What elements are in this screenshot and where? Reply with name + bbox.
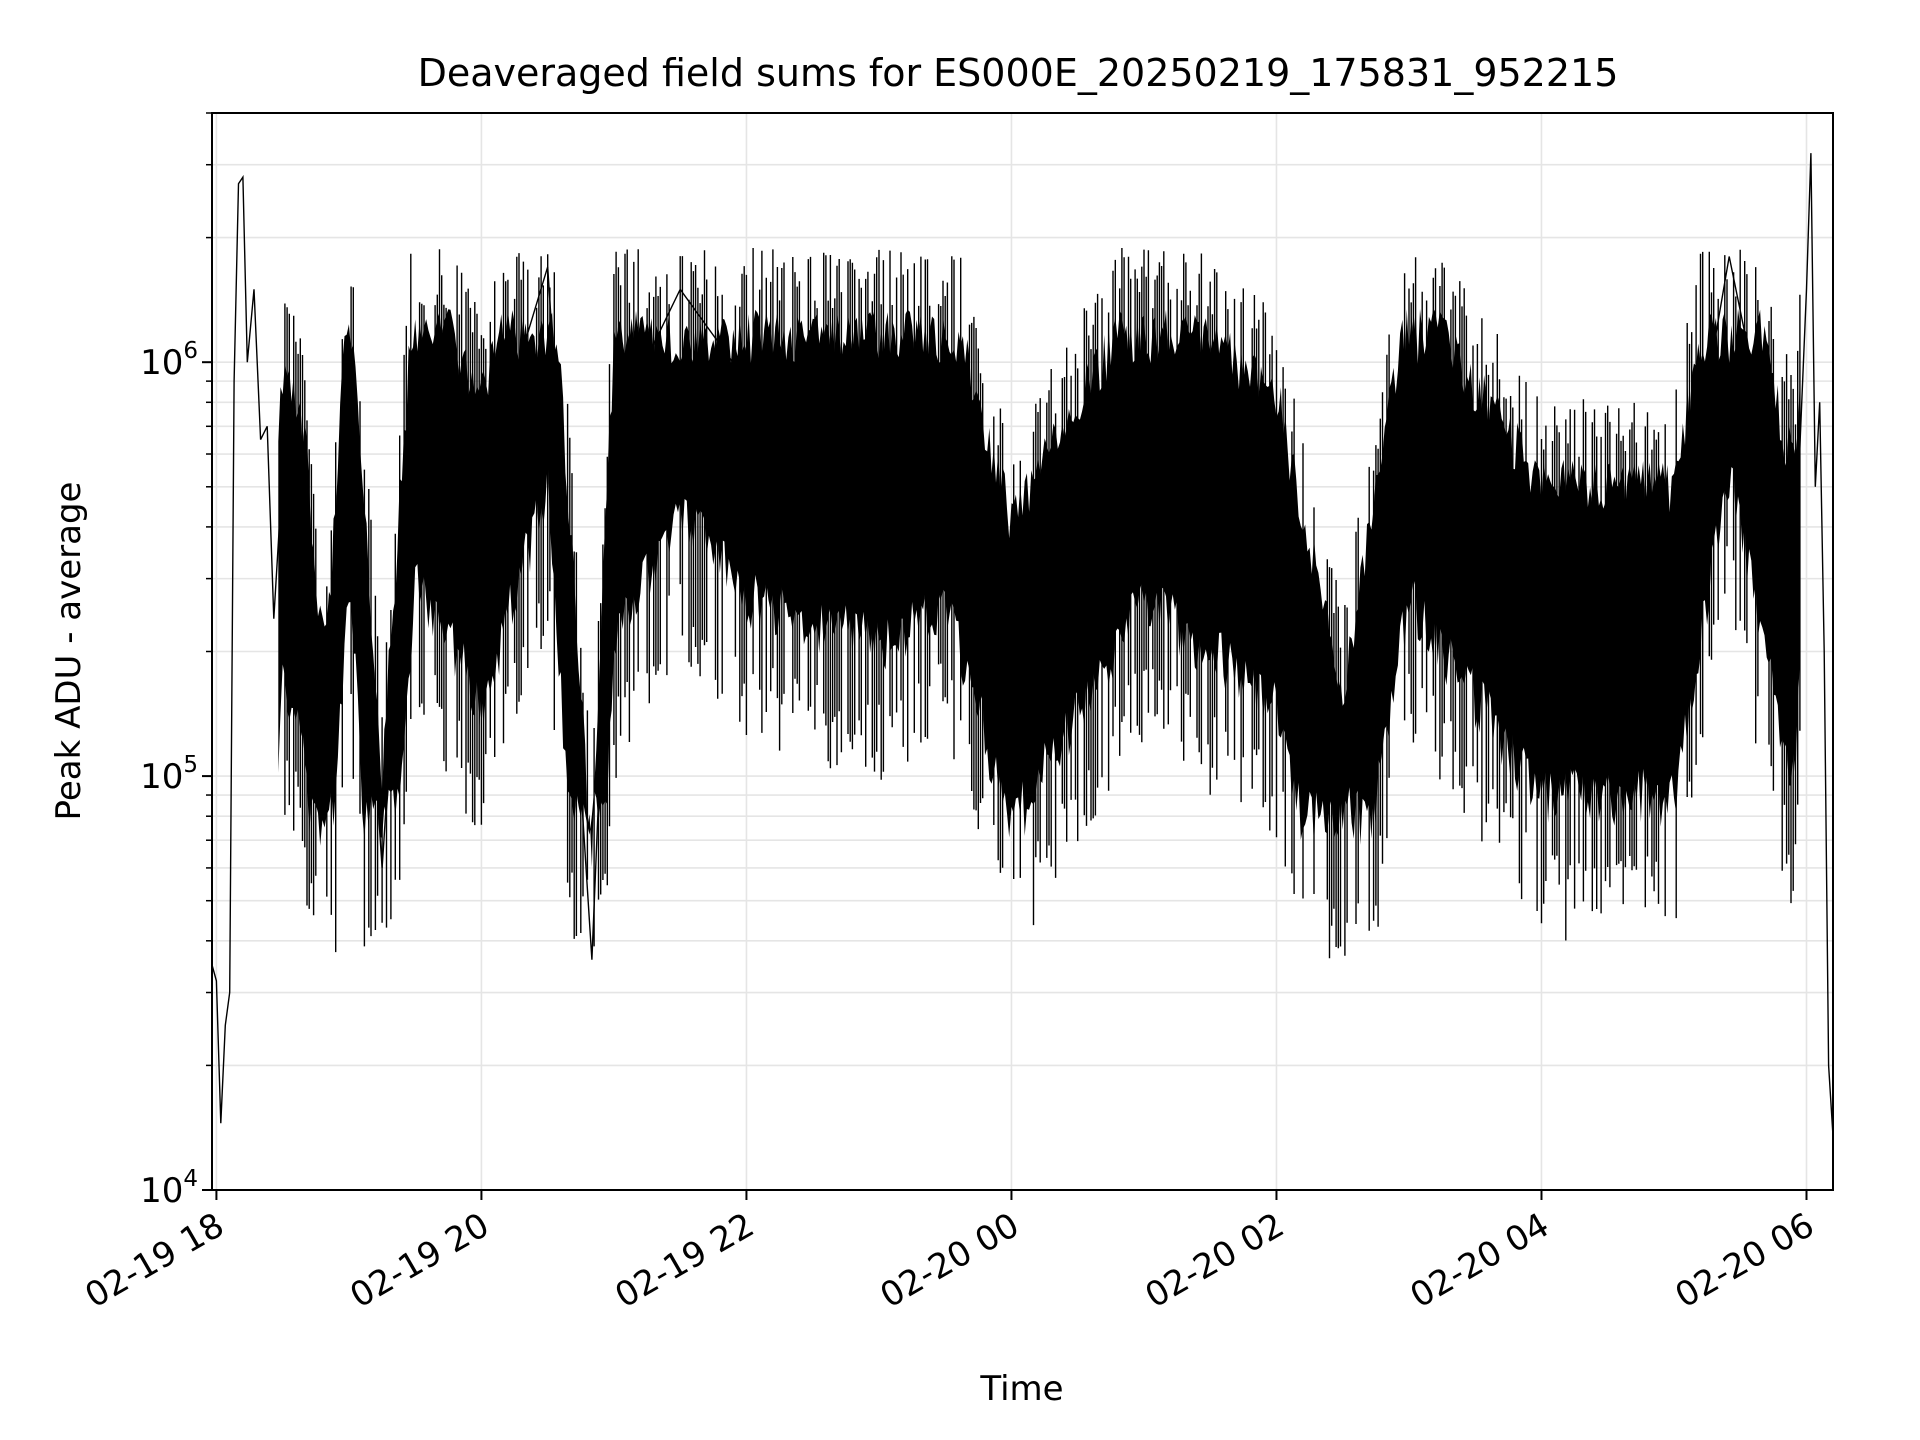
y-tick-label: 106: [140, 338, 198, 383]
y-axis: 104 105 106: [140, 112, 212, 1211]
x-axis: 02-19 18 02-19 20 02-19 22 02-20 00 02-20 02…: [79, 1190, 1821, 1316]
y-tick-label: 105: [140, 752, 198, 797]
x-tick-label: 02-20 06: [1669, 1205, 1821, 1316]
x-tick-label: 02-20 00: [874, 1205, 1026, 1316]
x-axis-label: Time: [979, 1369, 1063, 1409]
y-tick-label: 104: [140, 1166, 198, 1211]
x-tick-label: 02-19 18: [79, 1205, 231, 1316]
data-band: [278, 308, 1800, 868]
x-tick-label: 02-19 22: [609, 1205, 761, 1316]
y-axis-label: Peak ADU - average: [49, 482, 89, 821]
x-tick-label: 02-20 02: [1139, 1205, 1291, 1316]
chart-title: Deaveraged field sums for ES000E_2025021…: [418, 51, 1619, 95]
spike-lines: [284, 248, 1801, 959]
x-tick-label: 02-20 04: [1404, 1205, 1556, 1316]
series-line: [211, 153, 1834, 1137]
x-tick-label: 02-19 20: [344, 1205, 496, 1316]
